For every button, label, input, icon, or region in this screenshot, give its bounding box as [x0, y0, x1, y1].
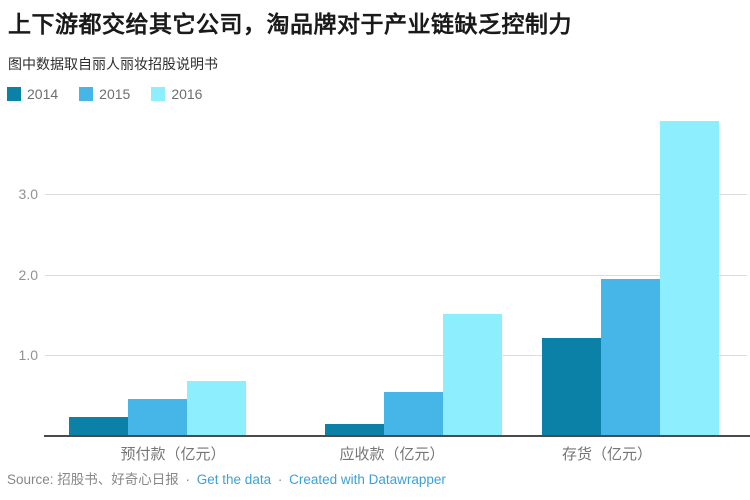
legend-swatch	[7, 87, 21, 101]
bar-2015-2	[384, 392, 443, 436]
footer: Source: 招股书、好奇心日报 · Get the data · Creat…	[7, 468, 747, 488]
x-axis-baseline	[44, 435, 750, 437]
x-axis-label: 存货（亿元）	[561, 446, 652, 463]
y-tick-label: 1.0	[18, 347, 38, 364]
separator: ·	[181, 472, 194, 487]
y-tick-label: 3.0	[18, 185, 38, 202]
legend: 2014 2015 2016	[7, 86, 202, 102]
bar-2014-3	[542, 338, 601, 436]
x-axis-label: 应收款（亿元）	[339, 446, 445, 463]
legend-label: 2014	[27, 86, 59, 102]
legend-swatch	[79, 87, 94, 101]
bar-2016-3	[660, 121, 719, 436]
bar-2016-2	[443, 314, 502, 436]
bar-2014-1	[69, 417, 128, 436]
gridline	[45, 193, 747, 195]
bar-2015-3	[601, 278, 660, 436]
legend-swatch	[151, 87, 166, 101]
bar-2014-2	[325, 423, 384, 436]
bar-2015-1	[128, 398, 187, 436]
legend-label: 2015	[99, 86, 131, 102]
legend-item: 2014	[7, 86, 58, 102]
x-axis-label: 预付款（亿元）	[120, 446, 226, 463]
gridline	[45, 355, 747, 357]
datawrapper-link[interactable]: Created with Datawrapper	[289, 472, 446, 487]
separator: ·	[274, 472, 287, 487]
page-title: 上下游都交给其它公司，淘品牌对于产业链缺乏控制力	[8, 11, 572, 37]
legend-item: 2015	[79, 86, 130, 102]
y-tick-label: 2.0	[18, 266, 38, 283]
legend-label: 2016	[171, 86, 203, 102]
legend-item: 2016	[151, 86, 202, 102]
source-text: Source: 招股书、好奇心日报	[7, 472, 179, 487]
gridline	[45, 274, 747, 276]
get-data-link[interactable]: Get the data	[196, 472, 272, 487]
chart-subtitle: 图中数据取自丽人丽妆招股说明书	[8, 56, 218, 72]
bar-chart: 1.0 2.0 3.0 预付款（亿元） 应收款（亿元） 存货（亿元）	[0, 113, 750, 463]
bar-2016-1	[187, 381, 246, 436]
